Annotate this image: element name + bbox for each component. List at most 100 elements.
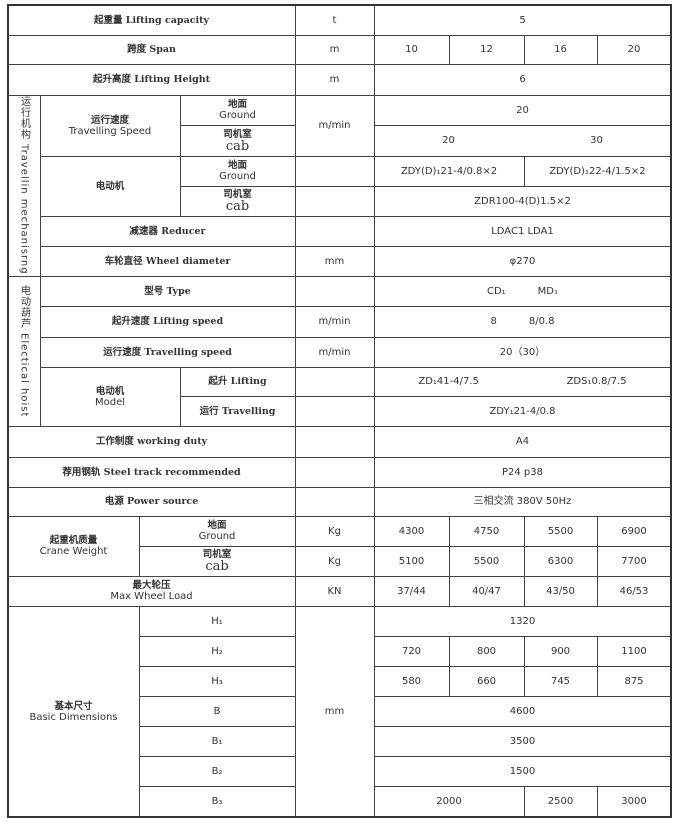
working-duty-label: 工作制度 working duty (7, 425, 296, 458)
max-wheel-load-value: 40/47 (448, 575, 525, 607)
hoist-travelling-speed-label: 运行速度 Travelling speed (39, 336, 296, 368)
unit-text: m/min (318, 346, 351, 358)
hoist-model-label: 电动机 Model (39, 366, 181, 427)
crane-weight-cab-value-text: 6300 (547, 555, 574, 567)
dimension-b2-label: B₂ (138, 755, 296, 787)
power-label-text: 电源 Power source (104, 496, 199, 507)
dimension-h1-value: 1320 (373, 605, 672, 637)
cab-label: 司机室 cab (179, 124, 296, 157)
cab-label-text: cab (205, 559, 229, 574)
travelling-speed-ground-value-text: 20 (516, 104, 529, 116)
dimension-h2-label-text: H₂ (211, 645, 223, 657)
crane-weight-cab-value-text: 7700 (621, 555, 647, 567)
span-label: 跨度 Span (7, 34, 296, 65)
ground-label-text: 地面 (207, 520, 227, 531)
wheel-diameter-label: 车轮直径 Wheel diameter (39, 245, 296, 277)
span-value: 16 (523, 34, 598, 65)
cab-label-text: cab (225, 199, 250, 214)
crane-weight-cab-value: 5100 (373, 545, 450, 577)
hoist-travelling-speed-label-text: 运行速度 Travelling speed (103, 346, 232, 358)
crane-weight-ground-value: 6900 (596, 515, 672, 547)
hoist-lifting-values-text: ZDS₁0.8/7.5 (566, 376, 627, 387)
unit: mm (294, 605, 375, 818)
power-value: 三相交流 380V 50Hz (373, 486, 672, 517)
lifting-speed-values: 8 8/0.8 (373, 305, 672, 338)
basic-dimensions-label-text: Basic Dimensions (29, 711, 118, 723)
unit (294, 155, 375, 187)
unit-text: m (329, 44, 340, 55)
crane-weight-label-text: 起重机质量 (49, 535, 98, 546)
steel-track-label-text: 荐用钢轨 Steel track recommended (62, 466, 241, 478)
unit: Kg (294, 515, 375, 547)
ground-label: 地面 Ground (138, 515, 296, 547)
dimension-h3-value: 580 (373, 665, 450, 697)
hoist-travelling-speed-value-text: 20（30） (499, 346, 546, 358)
power-value-text: 三相交流 380V 50Hz (473, 496, 572, 507)
crane-weight-label-text: Crane Weight (39, 546, 108, 557)
crane-weight-label: 起重机质量 Crane Weight (7, 515, 140, 577)
unit-text: t (332, 14, 337, 26)
dimension-b2-label-text: B₂ (211, 765, 223, 777)
motor-cab-value-text: ZDR100-4(D)1.5×2 (474, 195, 571, 207)
steel-track-value-text: P24 p38 (501, 466, 543, 478)
hoist-travelling-value: ZDY₁21-4/0.8 (373, 395, 672, 427)
working-duty-label-text: 工作制度 working duty (95, 436, 208, 447)
unit: Kg (294, 545, 375, 577)
reducer-value-text: LDAC1 LDA1 (491, 225, 554, 237)
max-wheel-load-value: 37/44 (373, 575, 450, 607)
type-label: 型号 Type (39, 275, 296, 307)
reducer-label: 减速器 Reducer (39, 215, 296, 247)
cab-label-text: cab (225, 138, 250, 154)
ground-label: 地面 Ground (179, 94, 296, 126)
cab-label-text: 司机室 (202, 549, 232, 560)
max-wheel-load-label: 最大轮压 Max Wheel Load (7, 575, 296, 607)
electric-hoist-section-text: 电动葫芦 (18, 284, 30, 329)
dimension-h3-value: 745 (523, 665, 598, 697)
travelling-speed-label-text: Travelling Speed (68, 125, 152, 137)
unit (294, 486, 375, 517)
dimension-b3-value-text: 3000 (621, 796, 647, 807)
dimension-h2-value: 1100 (596, 635, 672, 667)
hoist-travelling-label-text: 运行 Travelling (199, 405, 276, 417)
lifting-speed-label-text: 起升速度 Lifting speed (111, 316, 224, 327)
steel-track-value: P24 p38 (373, 456, 672, 488)
reducer-value: LDAC1 LDA1 (373, 215, 672, 247)
crane-weight-cab-value-text: 5500 (473, 555, 500, 567)
working-duty-value-text: A4 (515, 436, 530, 447)
basic-dimensions-label-text: 基本尺寸 (54, 700, 93, 712)
motor-cab-value: ZDR100-4(D)1.5×2 (373, 185, 672, 217)
dimension-h3-label-text: H₃ (211, 675, 223, 687)
dimension-b3-value-text: 2500 (547, 796, 574, 807)
dimension-b2-value: 1500 (373, 755, 672, 787)
unit-text: Kg (328, 525, 341, 537)
working-duty-value: A4 (373, 425, 672, 458)
dimension-h1-value-text: 1320 (509, 615, 536, 627)
dimension-b3-value: 3000 (596, 785, 672, 818)
reducer-label-text: 减速器 Reducer (129, 225, 206, 237)
lifting-capacity-label-text: 起重量 Lifting capacity (93, 14, 210, 26)
dimension-h1-label-text: H₁ (211, 615, 223, 627)
ground-label: 地面 Ground (179, 155, 296, 187)
dimension-h3-value: 875 (596, 665, 672, 697)
unit: m (294, 34, 375, 65)
type-values-text: CD₁ (486, 285, 506, 297)
lifting-speed-values-text: 8/0.8 (528, 316, 555, 327)
span-value: 12 (448, 34, 525, 65)
max-wheel-load-value: 43/50 (523, 575, 598, 607)
travelling-speed-ground-value: 20 (373, 94, 672, 126)
hoist-lifting-values: ZD₁41-4/7.5 ZDS₁0.8/7.5 (373, 366, 672, 397)
max-wheel-load-value-text: 40/47 (472, 585, 501, 597)
dimension-b1-label: B₁ (138, 725, 296, 757)
max-wheel-load-value-text: 43/50 (546, 585, 575, 597)
dimension-h3-value-text: 745 (550, 675, 571, 687)
motor-label: 电动机 (39, 155, 181, 217)
dimension-b2-value-text: 1500 (509, 765, 536, 777)
crane-weight-ground-value: 4750 (448, 515, 525, 547)
lifting-height-label: 起升高度 Lifting Height (7, 63, 296, 96)
max-wheel-load-value-text: 46/53 (619, 585, 649, 597)
span-value: 10 (373, 34, 450, 65)
unit: t (294, 4, 375, 36)
wheel-diameter-value: φ270 (373, 245, 672, 277)
dimension-h2-value: 720 (373, 635, 450, 667)
unit: mm (294, 245, 375, 277)
